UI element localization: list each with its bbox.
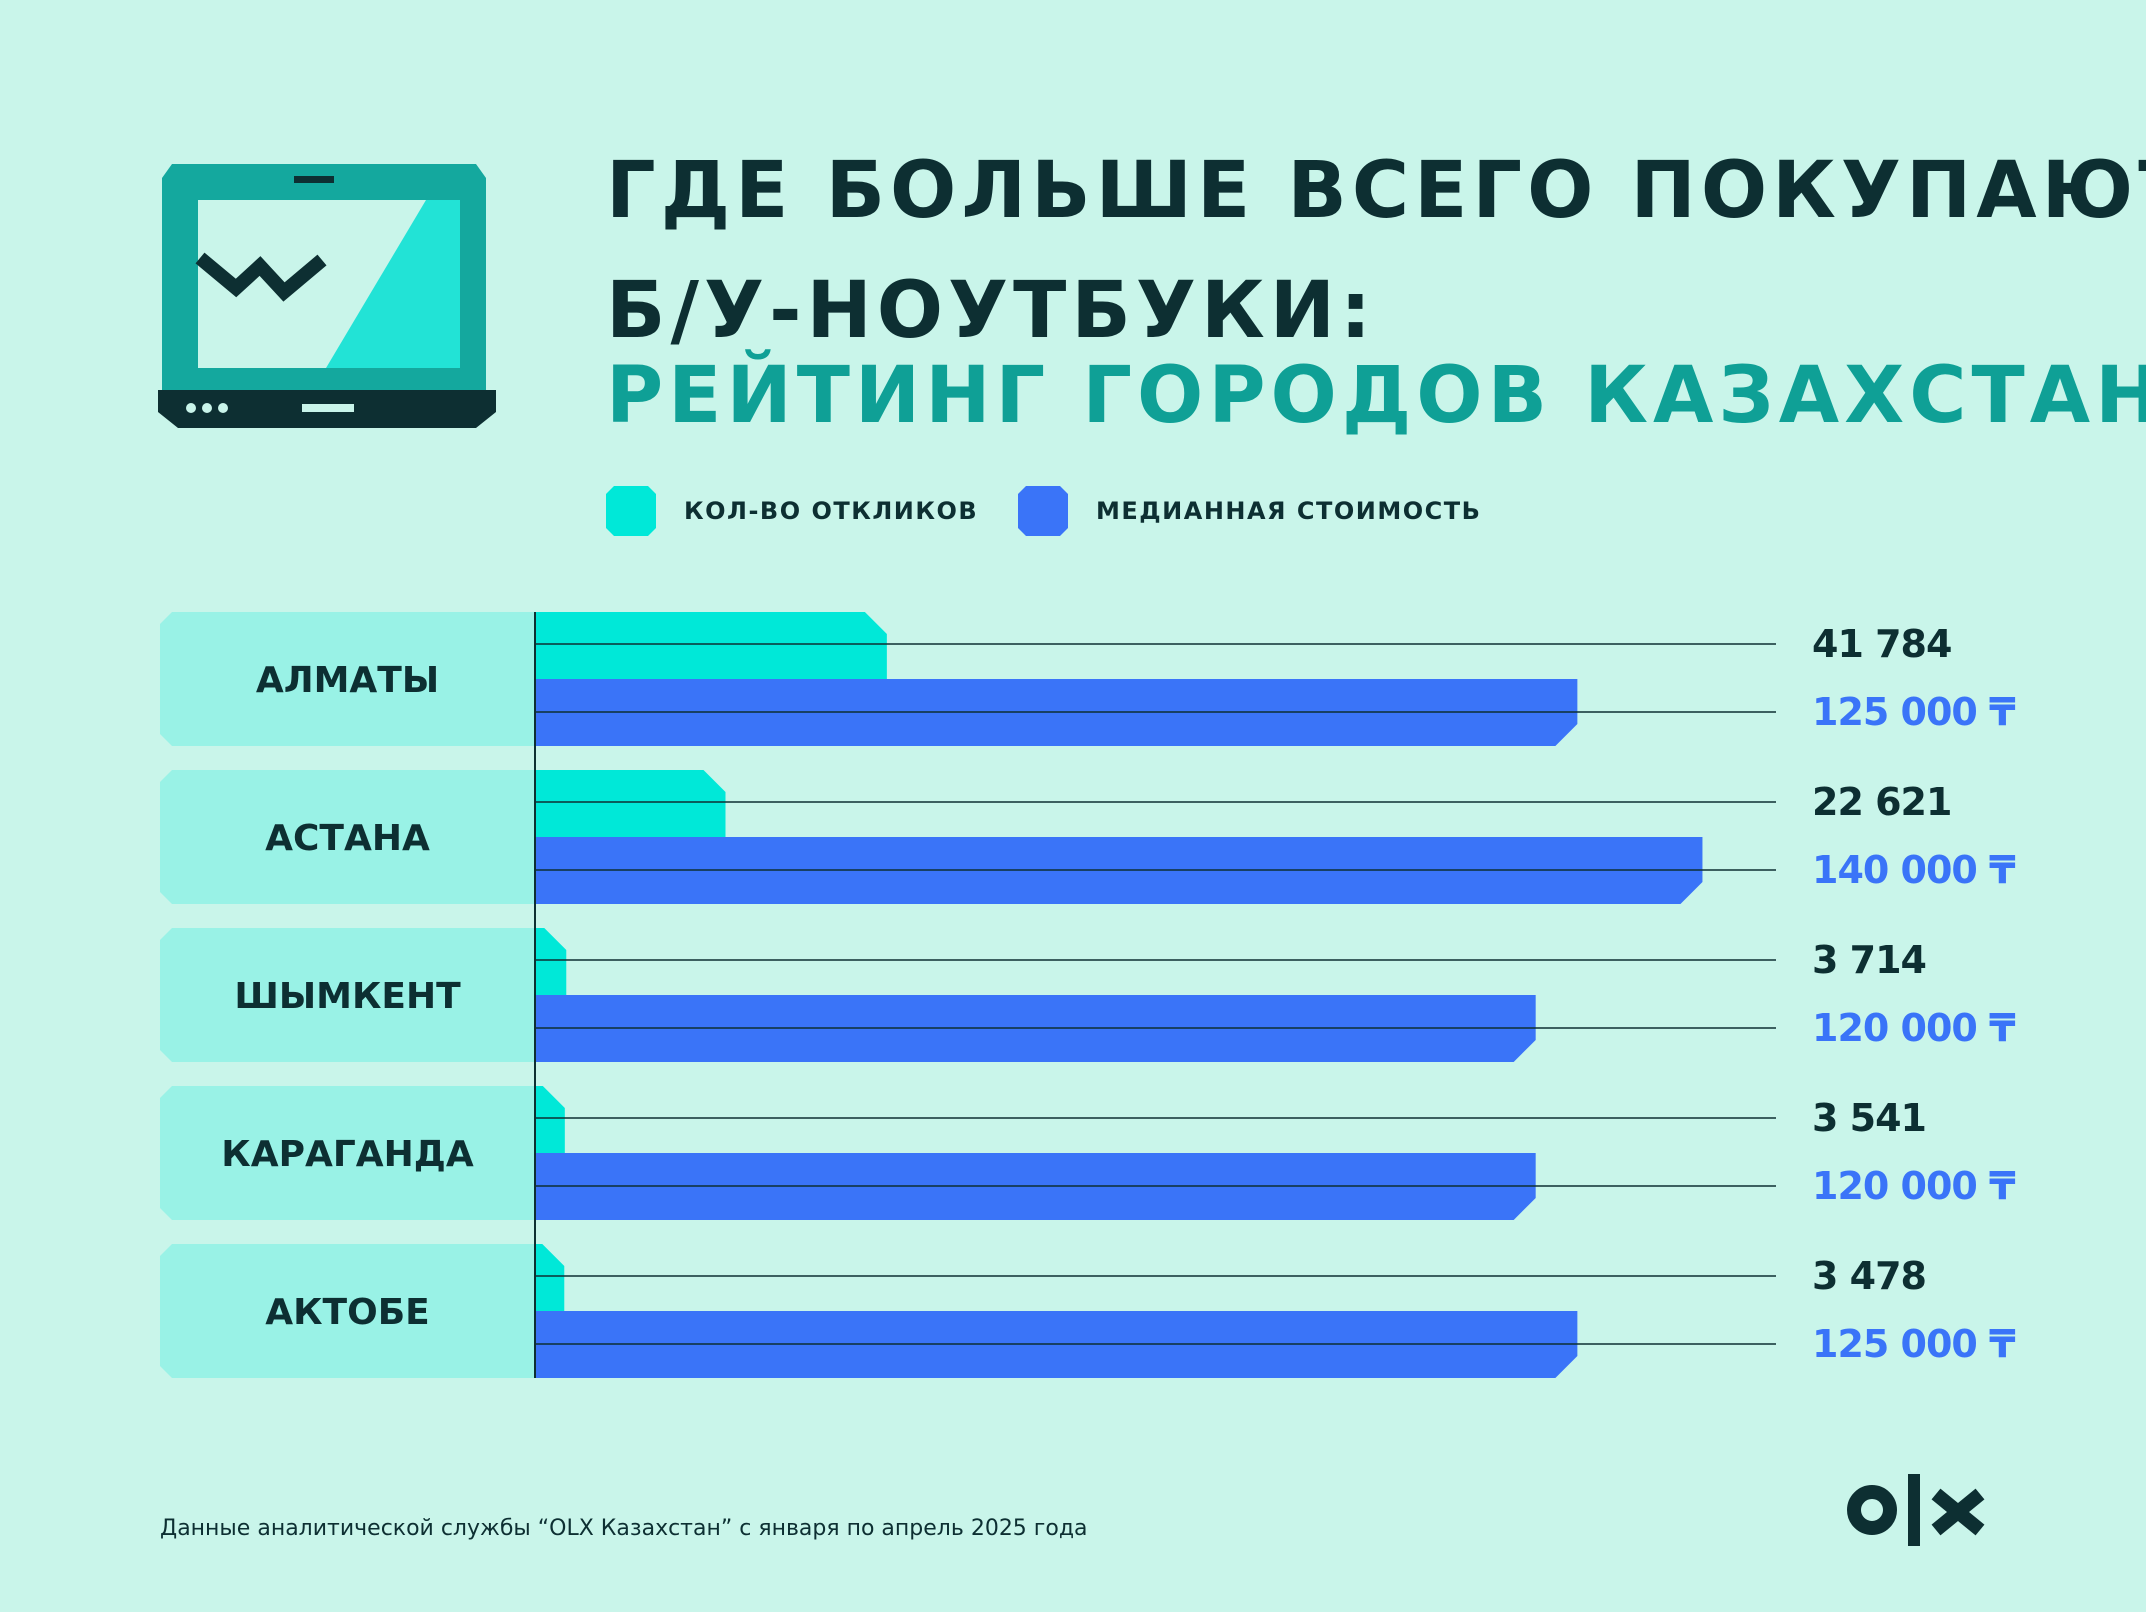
value-label-responses: 3 478 bbox=[1812, 1254, 1926, 1298]
legend-label-price: МЕДИАННАЯ СТОИМОСТЬ bbox=[1096, 497, 1482, 525]
city-label: АСТАНА bbox=[265, 818, 430, 859]
city-box bbox=[160, 928, 535, 1062]
city-label: АЛМАТЫ bbox=[256, 660, 439, 701]
bar-responses bbox=[535, 612, 887, 679]
value-label-responses: 41 784 bbox=[1812, 622, 1951, 666]
title-line-3: РЕЙТИНГ ГОРОДОВ КАЗАХСТАНА bbox=[606, 351, 2146, 441]
bar-chart: АЛМАТЫ 41 784 125 000 ₸ АСТАНА 22 621 140 000… bbox=[160, 612, 2016, 1378]
bar-responses bbox=[535, 928, 567, 995]
city-label: ШЫМКЕНТ bbox=[234, 976, 461, 1017]
value-label-responses: 22 621 bbox=[1812, 780, 1951, 824]
bar-responses bbox=[535, 1244, 565, 1311]
city-box bbox=[160, 612, 535, 746]
city-label: АКТОБЕ bbox=[265, 1292, 429, 1333]
city-box bbox=[160, 1244, 535, 1378]
legend-swatch-responses bbox=[606, 486, 656, 536]
city-box bbox=[160, 770, 535, 904]
laptop-icon bbox=[158, 164, 496, 428]
value-label-price: 120 000 ₸ bbox=[1812, 1006, 2015, 1050]
legend-label-responses: КОЛ-ВО ОТКЛИКОВ bbox=[684, 497, 979, 525]
value-label-price: 125 000 ₸ bbox=[1812, 690, 2015, 734]
legend-swatch-price bbox=[1018, 486, 1068, 536]
olx-logo bbox=[1847, 1474, 1985, 1546]
footnote: Данные аналитической службы “OLX Казахст… bbox=[160, 1516, 1088, 1541]
value-label-price: 120 000 ₸ bbox=[1812, 1164, 2015, 1208]
bar-responses bbox=[535, 770, 726, 837]
title-line-2: Б/У-НОУТБУКИ: bbox=[606, 266, 1377, 356]
legend-item-price: МЕДИАННАЯ СТОИМОСТЬ bbox=[1018, 486, 1481, 536]
legend-item-responses: КОЛ-ВО ОТКЛИКОВ bbox=[606, 486, 978, 536]
city-box bbox=[160, 1086, 535, 1220]
value-label-price: 140 000 ₸ bbox=[1812, 848, 2015, 892]
title-line-1: ГДЕ БОЛЬШЕ ВСЕГО ПОКУПАЮТ bbox=[606, 146, 2146, 236]
bar-responses bbox=[535, 1086, 565, 1153]
value-label-price: 125 000 ₸ bbox=[1812, 1322, 2015, 1366]
value-label-responses: 3 714 bbox=[1812, 938, 1926, 982]
value-label-responses: 3 541 bbox=[1812, 1096, 1926, 1140]
city-label: КАРАГАНДА bbox=[221, 1134, 474, 1175]
